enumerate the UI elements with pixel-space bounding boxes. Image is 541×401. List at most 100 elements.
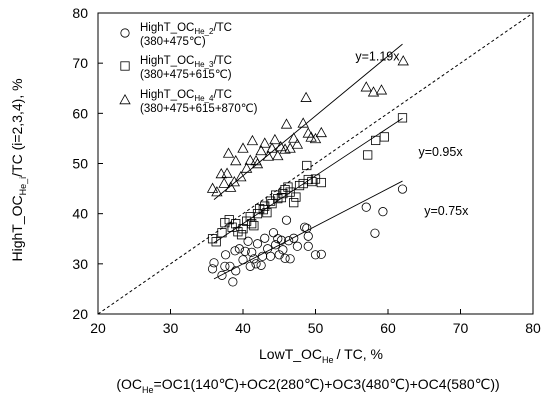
triangle-point bbox=[291, 138, 304, 149]
triangle-point bbox=[272, 149, 284, 161]
circle-point bbox=[370, 228, 380, 238]
square-point bbox=[236, 230, 247, 240]
legend-item: HighT_OCHe_4/TC(380+475+615+870℃) bbox=[119, 89, 258, 115]
fit-line bbox=[213, 43, 403, 200]
triangle-point bbox=[315, 126, 327, 138]
x-tick-label: 70 bbox=[453, 320, 469, 336]
x-tick-label: 60 bbox=[380, 320, 396, 336]
circle-point bbox=[292, 241, 302, 251]
legend-item: HighT_OCHe_3/TC(380+475+615℃) bbox=[120, 55, 232, 81]
square-point bbox=[397, 113, 408, 123]
circle-point bbox=[231, 266, 241, 276]
triangle-point bbox=[224, 181, 237, 192]
square-point bbox=[291, 192, 301, 202]
fit-line bbox=[213, 117, 403, 244]
square-point bbox=[285, 187, 295, 197]
triangle-point bbox=[269, 133, 281, 145]
y-tick-label: 80 bbox=[72, 5, 88, 21]
x-tick-label: 30 bbox=[163, 320, 179, 336]
circle-point bbox=[361, 202, 371, 212]
circle-point bbox=[256, 260, 266, 270]
triangle-point bbox=[288, 132, 300, 143]
triangle-point bbox=[206, 182, 219, 193]
circle-point bbox=[228, 277, 238, 287]
square-point bbox=[249, 221, 259, 231]
circle-point bbox=[240, 246, 250, 256]
triangle-point bbox=[262, 150, 275, 161]
square-point bbox=[247, 219, 257, 229]
triangle-point bbox=[279, 143, 291, 154]
triangle-point bbox=[246, 134, 259, 146]
triangle-point bbox=[255, 144, 267, 156]
circle-point bbox=[260, 233, 270, 243]
square-point bbox=[273, 194, 283, 204]
legend-triangle-icon bbox=[119, 93, 131, 105]
x-axis-title: LowT_OCHe / TC, % bbox=[259, 346, 383, 365]
circle-point bbox=[217, 270, 227, 280]
triangle-point bbox=[251, 157, 264, 169]
series-square: y=0.95x bbox=[207, 113, 463, 247]
circle-point bbox=[316, 249, 326, 259]
series-triangle: y=1.19x bbox=[206, 43, 409, 200]
triangle-point bbox=[228, 176, 240, 187]
circle-point bbox=[247, 247, 257, 257]
circle-point bbox=[289, 233, 299, 243]
y-tick-label: 40 bbox=[72, 206, 88, 222]
triangle-point bbox=[280, 118, 293, 129]
circle-point bbox=[245, 261, 255, 271]
square-point bbox=[303, 174, 313, 185]
square-point bbox=[307, 176, 317, 187]
x-tick-label: 50 bbox=[308, 320, 324, 336]
triangle-point bbox=[367, 86, 380, 97]
circle-point bbox=[284, 236, 294, 246]
circle-point bbox=[271, 240, 281, 250]
square-point bbox=[302, 160, 312, 171]
triangle-point bbox=[215, 168, 227, 179]
circle-point bbox=[252, 239, 263, 249]
square-point bbox=[207, 234, 218, 244]
y-tick-label: 30 bbox=[72, 256, 88, 272]
circle-point bbox=[251, 259, 261, 269]
legend-circle-icon bbox=[120, 28, 130, 38]
fit-label: y=0.95x bbox=[418, 145, 463, 159]
triangle-point bbox=[297, 117, 309, 128]
legend-note: (380+475+615+870℃) bbox=[140, 103, 258, 115]
circle-point bbox=[278, 245, 288, 255]
circle-point bbox=[243, 236, 253, 246]
x-tick-label: 80 bbox=[525, 320, 541, 336]
square-point bbox=[316, 177, 326, 188]
x-axis-note: (OCHe=OC1(140℃)+OC2(280℃)+OC3(480℃)+OC4(… bbox=[116, 376, 499, 395]
square-point bbox=[217, 228, 227, 238]
legend-item: HighT_OCHe_2/TC(380+475℃) bbox=[120, 22, 232, 48]
legend-label: HighT_OCHe_4/TC bbox=[140, 89, 232, 103]
square-point bbox=[289, 198, 299, 208]
circle-point bbox=[303, 231, 313, 241]
legend-note: (380+475℃) bbox=[140, 36, 206, 48]
triangle-point bbox=[397, 55, 409, 66]
triangle-point bbox=[250, 154, 262, 166]
legend-label: HighT_OCHe_3/TC bbox=[140, 55, 232, 69]
legend-note: (380+475+615℃) bbox=[140, 69, 232, 81]
square-point bbox=[294, 180, 305, 191]
triangle-point bbox=[230, 154, 242, 166]
square-point bbox=[211, 237, 221, 247]
circle-point bbox=[397, 184, 408, 194]
triangle-point bbox=[300, 91, 312, 102]
triangle-point bbox=[221, 167, 233, 178]
legend-label: HighT_OCHe_2/TC bbox=[140, 22, 232, 36]
y-tick-label: 70 bbox=[72, 55, 88, 71]
circle-point bbox=[268, 228, 279, 238]
square-point bbox=[245, 212, 255, 222]
series-circle: y=0.75x bbox=[207, 180, 469, 287]
circle-point bbox=[378, 207, 388, 217]
circle-point bbox=[281, 215, 292, 225]
x-tick-label: 40 bbox=[235, 320, 251, 336]
circle-point bbox=[249, 254, 259, 264]
triangle-point bbox=[237, 142, 249, 153]
circle-point bbox=[207, 264, 218, 274]
triangle-point bbox=[218, 177, 230, 188]
legend-square-icon bbox=[120, 61, 130, 71]
fit-line bbox=[213, 180, 403, 280]
circle-point bbox=[274, 250, 284, 260]
